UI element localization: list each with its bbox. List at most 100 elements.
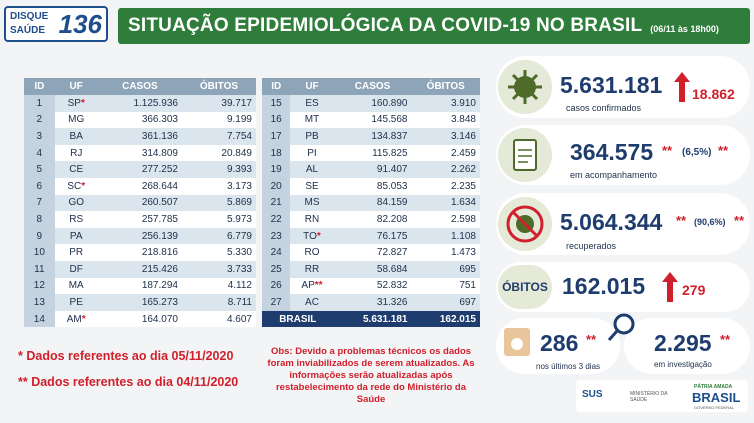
stat-label: nos últimos 3 dias (536, 362, 601, 371)
title-bar: SITUAÇÃO EPIDEMIOLÓGICA DA COVID-19 NO B… (118, 8, 750, 44)
uf: AP (301, 280, 315, 292)
uf: RR (304, 263, 320, 275)
cell-id: 6 (24, 177, 55, 195)
cell-uf: GO (54, 194, 98, 212)
cell-uf: MS (290, 194, 334, 212)
stat-value: 162.015 (562, 273, 646, 299)
cell-obitos: 1.473 (411, 244, 480, 261)
note-marker: * (81, 313, 86, 325)
recovered-icon (498, 197, 552, 251)
cell-obitos: 39.717 (181, 95, 256, 112)
cell-uf: RJ (54, 144, 98, 162)
cell-obitos: 1.108 (411, 227, 480, 245)
row: 22 RN 82.208 2.598 (262, 211, 480, 228)
cell-id: 9 (24, 227, 55, 245)
cell-obitos: 2.598 (411, 211, 480, 228)
uf: PE (69, 296, 83, 308)
cell-casos: 1.125.936 (97, 95, 182, 112)
row: 18 PI 115.825 2.459 (262, 144, 480, 162)
cell-uf: RN (290, 211, 334, 228)
sus-logo: SUS (582, 389, 603, 400)
cell-obitos: 5.973 (181, 211, 256, 228)
cell-obitos: 8.711 (181, 294, 256, 311)
stat-card: 2.295 ** em investigação (607, 313, 750, 374)
uf: BA (69, 130, 83, 142)
obitos-badge: ÓBITOS (498, 265, 552, 309)
row: 8 RS 257.785 5.973 (24, 211, 256, 228)
stat-card: ÓBITOS 162.015 279 (496, 262, 750, 312)
cell-uf: AP** (290, 277, 334, 295)
date: (06/11 às 18h00) (650, 24, 719, 34)
cell-casos: 58.684 (333, 260, 412, 278)
cell-obitos: 751 (411, 277, 480, 295)
stat-card: 286 ** nos últimos 3 dias (496, 318, 620, 374)
cell-id: 3 (24, 128, 55, 145)
row: 7 GO 260.507 5.869 (24, 194, 256, 212)
cell-obitos: 2.235 (411, 177, 480, 195)
footnote: ** Dados referentes ao dia 04/11/2020 (18, 375, 239, 389)
stat-percent: (90,6%) (694, 217, 726, 227)
cell-obitos: 1.634 (411, 194, 480, 212)
cell-uf: SP* (54, 95, 98, 112)
row: 26 AP** 52.832 751 (262, 277, 480, 295)
uf: MT (304, 114, 320, 126)
column-header: UF (290, 78, 334, 95)
cell-id: 17 (262, 128, 291, 145)
row: 13 PE 165.273 8.711 (24, 294, 256, 311)
row: 15 ES 160.890 3.910 (262, 95, 480, 112)
total-row: BRASIL 5.631.181 162.015 (262, 310, 480, 328)
cell-casos: 257.785 (97, 211, 182, 228)
uf: PI (307, 147, 317, 159)
row: 14 AM* 164.070 4.607 (24, 310, 256, 328)
row: 17 PB 134.837 3.146 (262, 128, 480, 145)
footnote: * Dados referentes ao dia 05/11/2020 (18, 349, 234, 363)
cell-casos: 52.832 (333, 277, 412, 295)
uf: RO (304, 247, 320, 259)
total-label: BRASIL (262, 310, 334, 328)
column-header: ÓBITOS (181, 78, 256, 95)
marker: ** (718, 143, 729, 158)
cell-id: 20 (262, 177, 291, 195)
column-header: ID (24, 78, 55, 95)
cell-id: 8 (24, 211, 55, 228)
total-obitos: 162.015 (411, 310, 480, 328)
row: 20 SE 85.053 2.235 (262, 177, 480, 195)
cell-id: 1 (24, 95, 55, 112)
row: 10 PR 218.816 5.330 (24, 244, 256, 261)
row: 27 AC 31.326 697 (262, 294, 480, 311)
cell-obitos: 4.607 (181, 310, 256, 328)
cell-id: 19 (262, 161, 291, 178)
cell-id: 27 (262, 294, 291, 311)
total-casos: 5.631.181 (333, 310, 412, 328)
cell-obitos: 2.262 (411, 161, 480, 178)
cell-id: 22 (262, 211, 291, 228)
logo: DISQUE SAÚDE 136 (4, 6, 108, 42)
cell-obitos: 4.112 (181, 277, 256, 295)
row: 19 AL 91.407 2.262 (262, 161, 480, 178)
cell-uf: MG (54, 111, 98, 129)
uf: SE (305, 180, 319, 192)
cell-id: 5 (24, 161, 55, 178)
note-marker: ** (314, 280, 323, 292)
cell-obitos: 3.146 (411, 128, 480, 145)
uf: MG (68, 114, 85, 126)
cell-obitos: 5.330 (181, 244, 256, 261)
cell-id: 4 (24, 144, 55, 162)
cell-casos: 115.825 (333, 144, 412, 162)
cell-casos: 145.568 (333, 111, 412, 129)
cell-casos: 91.407 (333, 161, 412, 178)
uf: SC (67, 180, 82, 192)
cell-id: 25 (262, 260, 291, 278)
cell-obitos: 2.459 (411, 144, 480, 162)
stat-card: 364.575 ** (6,5%) ** em acompanhamento (496, 125, 750, 185)
note-marker: * (316, 230, 321, 242)
cell-obitos: 20.849 (181, 144, 256, 162)
uf: DF (69, 263, 83, 275)
row: 11 DF 215.426 3.733 (24, 260, 256, 278)
row: 25 RR 58.684 695 (262, 260, 480, 278)
cell-casos: 215.426 (97, 260, 182, 278)
stat-value: 5.631.181 (560, 72, 663, 98)
clipboard-icon (498, 128, 552, 182)
logo-line: DISQUE (10, 11, 49, 22)
obs-note: Obs: Devido a problemas técnicos os dado… (267, 346, 475, 405)
